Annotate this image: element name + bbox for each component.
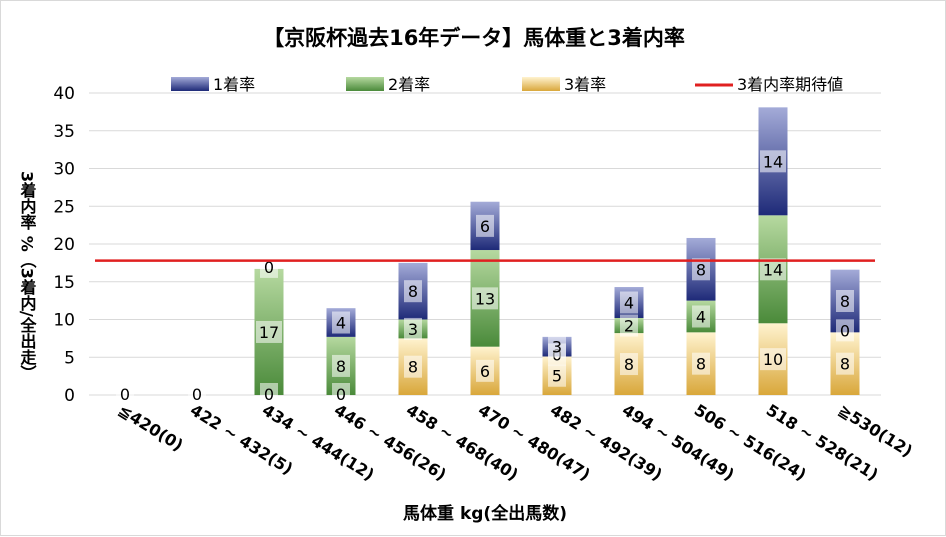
y-tick-label-15: 15 — [53, 273, 75, 293]
legend-label-expected: 3着内率期待値 — [737, 75, 843, 94]
bar-label-bg-1st-3 — [332, 311, 350, 334]
bar-label-bg-3rd-5 — [476, 359, 494, 382]
legend-label-3rd: 3着率 — [564, 75, 606, 94]
legend: 1着率 2着率 3着率 3着内率期待値 — [171, 75, 843, 94]
bar-label-3rd-7: 8 — [624, 355, 634, 374]
bar-label-1st-7: 4 — [624, 294, 634, 313]
bar-label-3rd-5: 6 — [480, 362, 490, 381]
bar-label-3rd-6: 5 — [552, 367, 562, 386]
legend-item-3rd: 3着率 — [522, 75, 606, 94]
y-axis-title: 3着内率 %（3着内/全出走） — [18, 171, 38, 381]
bar-label-bg-1st-9 — [760, 150, 786, 173]
bar-label-bg-1st-5 — [476, 214, 494, 237]
bar-label-3rd-4: 8 — [408, 358, 418, 377]
legend-swatch-3rd — [522, 77, 560, 91]
x-axis-title: 馬体重 kg(全出馬数) — [403, 503, 567, 524]
y-tick-label-20: 20 — [53, 235, 75, 255]
bar-label-bg-1st-7 — [620, 291, 638, 314]
legend-label-1st: 1着率 — [213, 75, 255, 94]
bar-label-1st-5: 6 — [480, 217, 490, 236]
bar-label-3rd-9: 10 — [763, 350, 783, 369]
bar-label-bg-3rd-10 — [836, 352, 854, 375]
bar-label-bg-3rd-9 — [760, 348, 786, 371]
bar-label-1st-10: 8 — [840, 292, 850, 311]
legend-swatch-1st — [171, 77, 209, 91]
bar-label-bg-3rd-2 — [260, 383, 278, 405]
bar-label-2nd-4: 3 — [408, 320, 418, 339]
bar-label-bg-3rd-1 — [188, 383, 206, 405]
bar-label-1st-8: 8 — [696, 260, 706, 279]
y-tick-label-25: 25 — [53, 197, 75, 217]
legend-item-1st: 1着率 — [171, 75, 255, 94]
bar-label-bg-2nd-5 — [472, 287, 498, 310]
x-axis-ticks: ≦420(0) 422 ~ 432(5)434 ~ 444(12)446 ~ 45… — [115, 400, 916, 484]
y-tick-label-40: 40 — [53, 84, 75, 104]
bar-label-bg-3rd-6 — [548, 364, 566, 387]
bar-label-1st-6: 3 — [552, 338, 562, 357]
bar-label-2nd-8: 4 — [696, 307, 706, 326]
bar-label-bg-2nd-4 — [404, 317, 422, 340]
bar-label-3rd-2: 0 — [264, 385, 274, 404]
bar-label-bg-1st-8 — [692, 258, 710, 281]
bar-label-1st-4: 8 — [408, 282, 418, 301]
bar-label-bg-3rd-0 — [116, 383, 134, 405]
bar-label-bg-2nd-7 — [620, 314, 638, 337]
bar-label-bg-2nd-9 — [760, 258, 786, 281]
bar-label-3rd-0: 0 — [120, 385, 130, 404]
bar-label-3rd-10: 8 — [840, 355, 850, 374]
bar-label-bg-3rd-4 — [404, 355, 422, 378]
y-tick-label-0: 0 — [64, 386, 75, 406]
x-tick-label-0: ≦420(0) — [115, 400, 187, 455]
legend-item-expected: 3着内率期待値 — [695, 75, 843, 94]
bar-label-bg-2nd-8 — [692, 305, 710, 328]
bar-label-3rd-8: 8 — [696, 355, 706, 374]
bar-label-1st-9: 14 — [763, 152, 783, 171]
bar-label-bg-1st-6 — [548, 335, 566, 358]
bar-label-bg-2nd-10 — [836, 319, 854, 342]
legend-item-2nd: 2着率 — [346, 75, 430, 94]
legend-label-2nd: 2着率 — [388, 75, 430, 94]
y-axis-ticks: 0 5 10 15 20 25 30 35 40 — [53, 84, 75, 406]
bar-label-bg-1st-10 — [836, 290, 854, 313]
bar-label-3rd-1: 0 — [192, 385, 202, 404]
bar-label-2nd-7: 2 — [624, 317, 634, 336]
y-tick-label-10: 10 — [53, 311, 75, 331]
bar-label-bg-3rd-7 — [620, 353, 638, 376]
y-tick-label-5: 5 — [64, 348, 75, 368]
y-tick-label-30: 30 — [53, 160, 75, 180]
bar-label-bg-3rd-3 — [332, 383, 350, 405]
bar-label-3rd-3: 0 — [336, 385, 346, 404]
legend-swatch-2nd — [346, 77, 384, 91]
bar-label-bg-1st-4 — [404, 280, 422, 303]
bar-label-2nd-2: 17 — [259, 323, 279, 342]
bar-label-1st-3: 4 — [336, 314, 346, 333]
bar-label-bg-3rd-8 — [692, 352, 710, 375]
y-tick-label-35: 35 — [53, 122, 75, 142]
bar-labels: 0001700848386136503824848101414808 — [116, 150, 854, 405]
bar-label-bg-2nd-2 — [256, 320, 282, 343]
bar-label-1st-2: 0 — [264, 258, 274, 277]
bar-label-2nd-10: 0 — [840, 321, 850, 340]
bar-label-bg-2nd-3 — [332, 354, 350, 377]
chart-title: 【京阪杯過去16年データ】馬体重と3着内率 — [263, 26, 685, 50]
bar-label-2nd-3: 8 — [336, 357, 346, 376]
bar-label-2nd-9: 14 — [763, 260, 783, 279]
bar-label-2nd-5: 13 — [475, 289, 495, 308]
